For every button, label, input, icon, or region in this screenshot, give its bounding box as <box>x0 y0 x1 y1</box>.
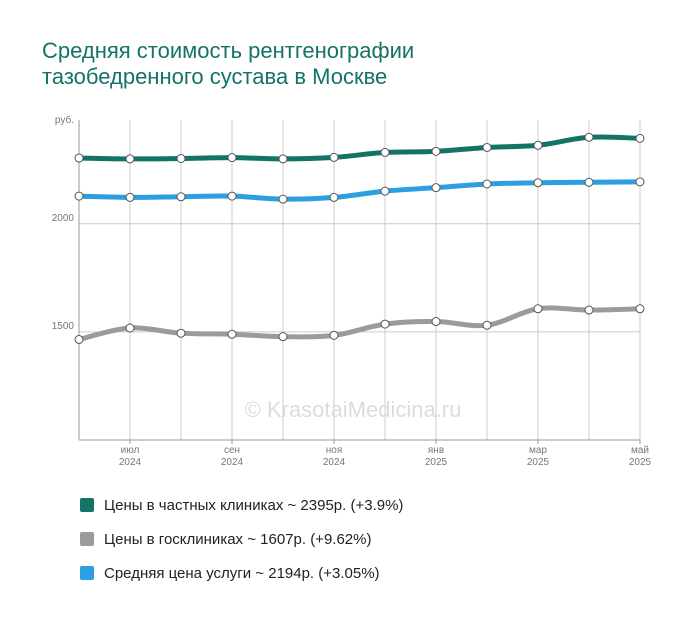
data-point-private <box>584 132 594 142</box>
y-axis-unit-label: руб. <box>55 114 74 126</box>
axis-layer: руб.15002000июл2024сен2024ноя2024янв2025… <box>52 114 652 468</box>
data-point-average <box>125 192 135 202</box>
x-tick-label-year: 2025 <box>527 457 550 468</box>
data-point-state <box>533 304 543 314</box>
x-tick-label-month: янв <box>428 445 444 456</box>
data-point-private <box>533 140 543 150</box>
series-line-state <box>76 305 643 342</box>
data-point-private <box>227 153 237 163</box>
legend-label-private: Цены в частных клиниках ~ 2395р. (+3.9%) <box>104 496 404 514</box>
series-line-average <box>76 179 643 202</box>
legend-swatch-state <box>80 532 94 546</box>
x-tick-label-year: 2024 <box>221 457 244 468</box>
data-point-state <box>74 334 84 344</box>
legend-item-average[interactable]: Средняя цена услуги ~ 2194р. (+3.05%) <box>80 556 403 590</box>
data-point-state <box>329 330 339 340</box>
chart-title: Средняя стоимость рентгенографии тазобед… <box>42 38 662 90</box>
x-tick-label-month: сен <box>224 445 240 456</box>
x-tick-label-year: 2025 <box>629 457 652 468</box>
chart-title-line-2: тазобедренного сустава в Москве <box>42 64 388 89</box>
y-tick-label: 2000 <box>52 213 75 224</box>
y-tick-label: 1500 <box>52 321 75 332</box>
data-point-state <box>278 332 288 342</box>
series-layer <box>76 134 643 342</box>
data-point-state <box>125 323 135 333</box>
data-point-average <box>482 179 492 189</box>
x-tick-label-year: 2025 <box>425 457 448 468</box>
data-point-state <box>380 319 390 329</box>
x-tick-label-month: июл <box>121 445 140 456</box>
legend-item-state[interactable]: Цены в госклиниках ~ 1607р. (+9.62%) <box>80 522 403 556</box>
chart-legend: Цены в частных клиниках ~ 2395р. (+3.9%)… <box>80 488 403 590</box>
data-point-state <box>431 317 441 327</box>
data-point-state <box>635 304 645 314</box>
data-point-average <box>74 191 84 201</box>
data-point-private <box>74 153 84 163</box>
legend-swatch-average <box>80 566 94 580</box>
x-tick-label-year: 2024 <box>323 457 346 468</box>
data-point-average <box>176 192 186 202</box>
data-point-private <box>176 153 186 163</box>
data-point-state <box>176 328 186 338</box>
data-point-average <box>278 194 288 204</box>
legend-item-private[interactable]: Цены в частных клиниках ~ 2395р. (+3.9%) <box>80 488 403 522</box>
x-tick-label-month: май <box>631 445 649 456</box>
grid-layer <box>78 120 641 440</box>
data-point-private <box>635 133 645 143</box>
data-point-average <box>227 191 237 201</box>
data-point-average <box>431 183 441 193</box>
x-tick-label-year: 2024 <box>119 457 142 468</box>
data-point-private <box>329 152 339 162</box>
watermark: © KrasotaiMedicina.ru <box>245 397 462 422</box>
data-point-average <box>533 178 543 188</box>
data-point-private <box>431 146 441 156</box>
data-point-private <box>380 147 390 157</box>
data-point-average <box>380 186 390 196</box>
data-point-private <box>482 142 492 152</box>
point-layer <box>74 132 645 344</box>
data-point-private <box>278 154 288 164</box>
data-point-state <box>482 320 492 330</box>
legend-label-state: Цены в госклиниках ~ 1607р. (+9.62%) <box>104 530 372 548</box>
series-line-private <box>76 134 643 162</box>
chart-title-line-1: Средняя стоимость рентгенографии <box>42 38 415 63</box>
data-point-average <box>329 192 339 202</box>
data-point-state <box>584 305 594 315</box>
data-point-average <box>635 177 645 187</box>
x-tick-label-month: мар <box>529 445 547 456</box>
legend-swatch-private <box>80 498 94 512</box>
data-point-average <box>584 177 594 187</box>
x-tick-label-month: ноя <box>326 445 343 456</box>
data-point-state <box>227 329 237 339</box>
legend-label-average: Средняя цена услуги ~ 2194р. (+3.05%) <box>104 564 380 582</box>
data-point-private <box>125 154 135 164</box>
